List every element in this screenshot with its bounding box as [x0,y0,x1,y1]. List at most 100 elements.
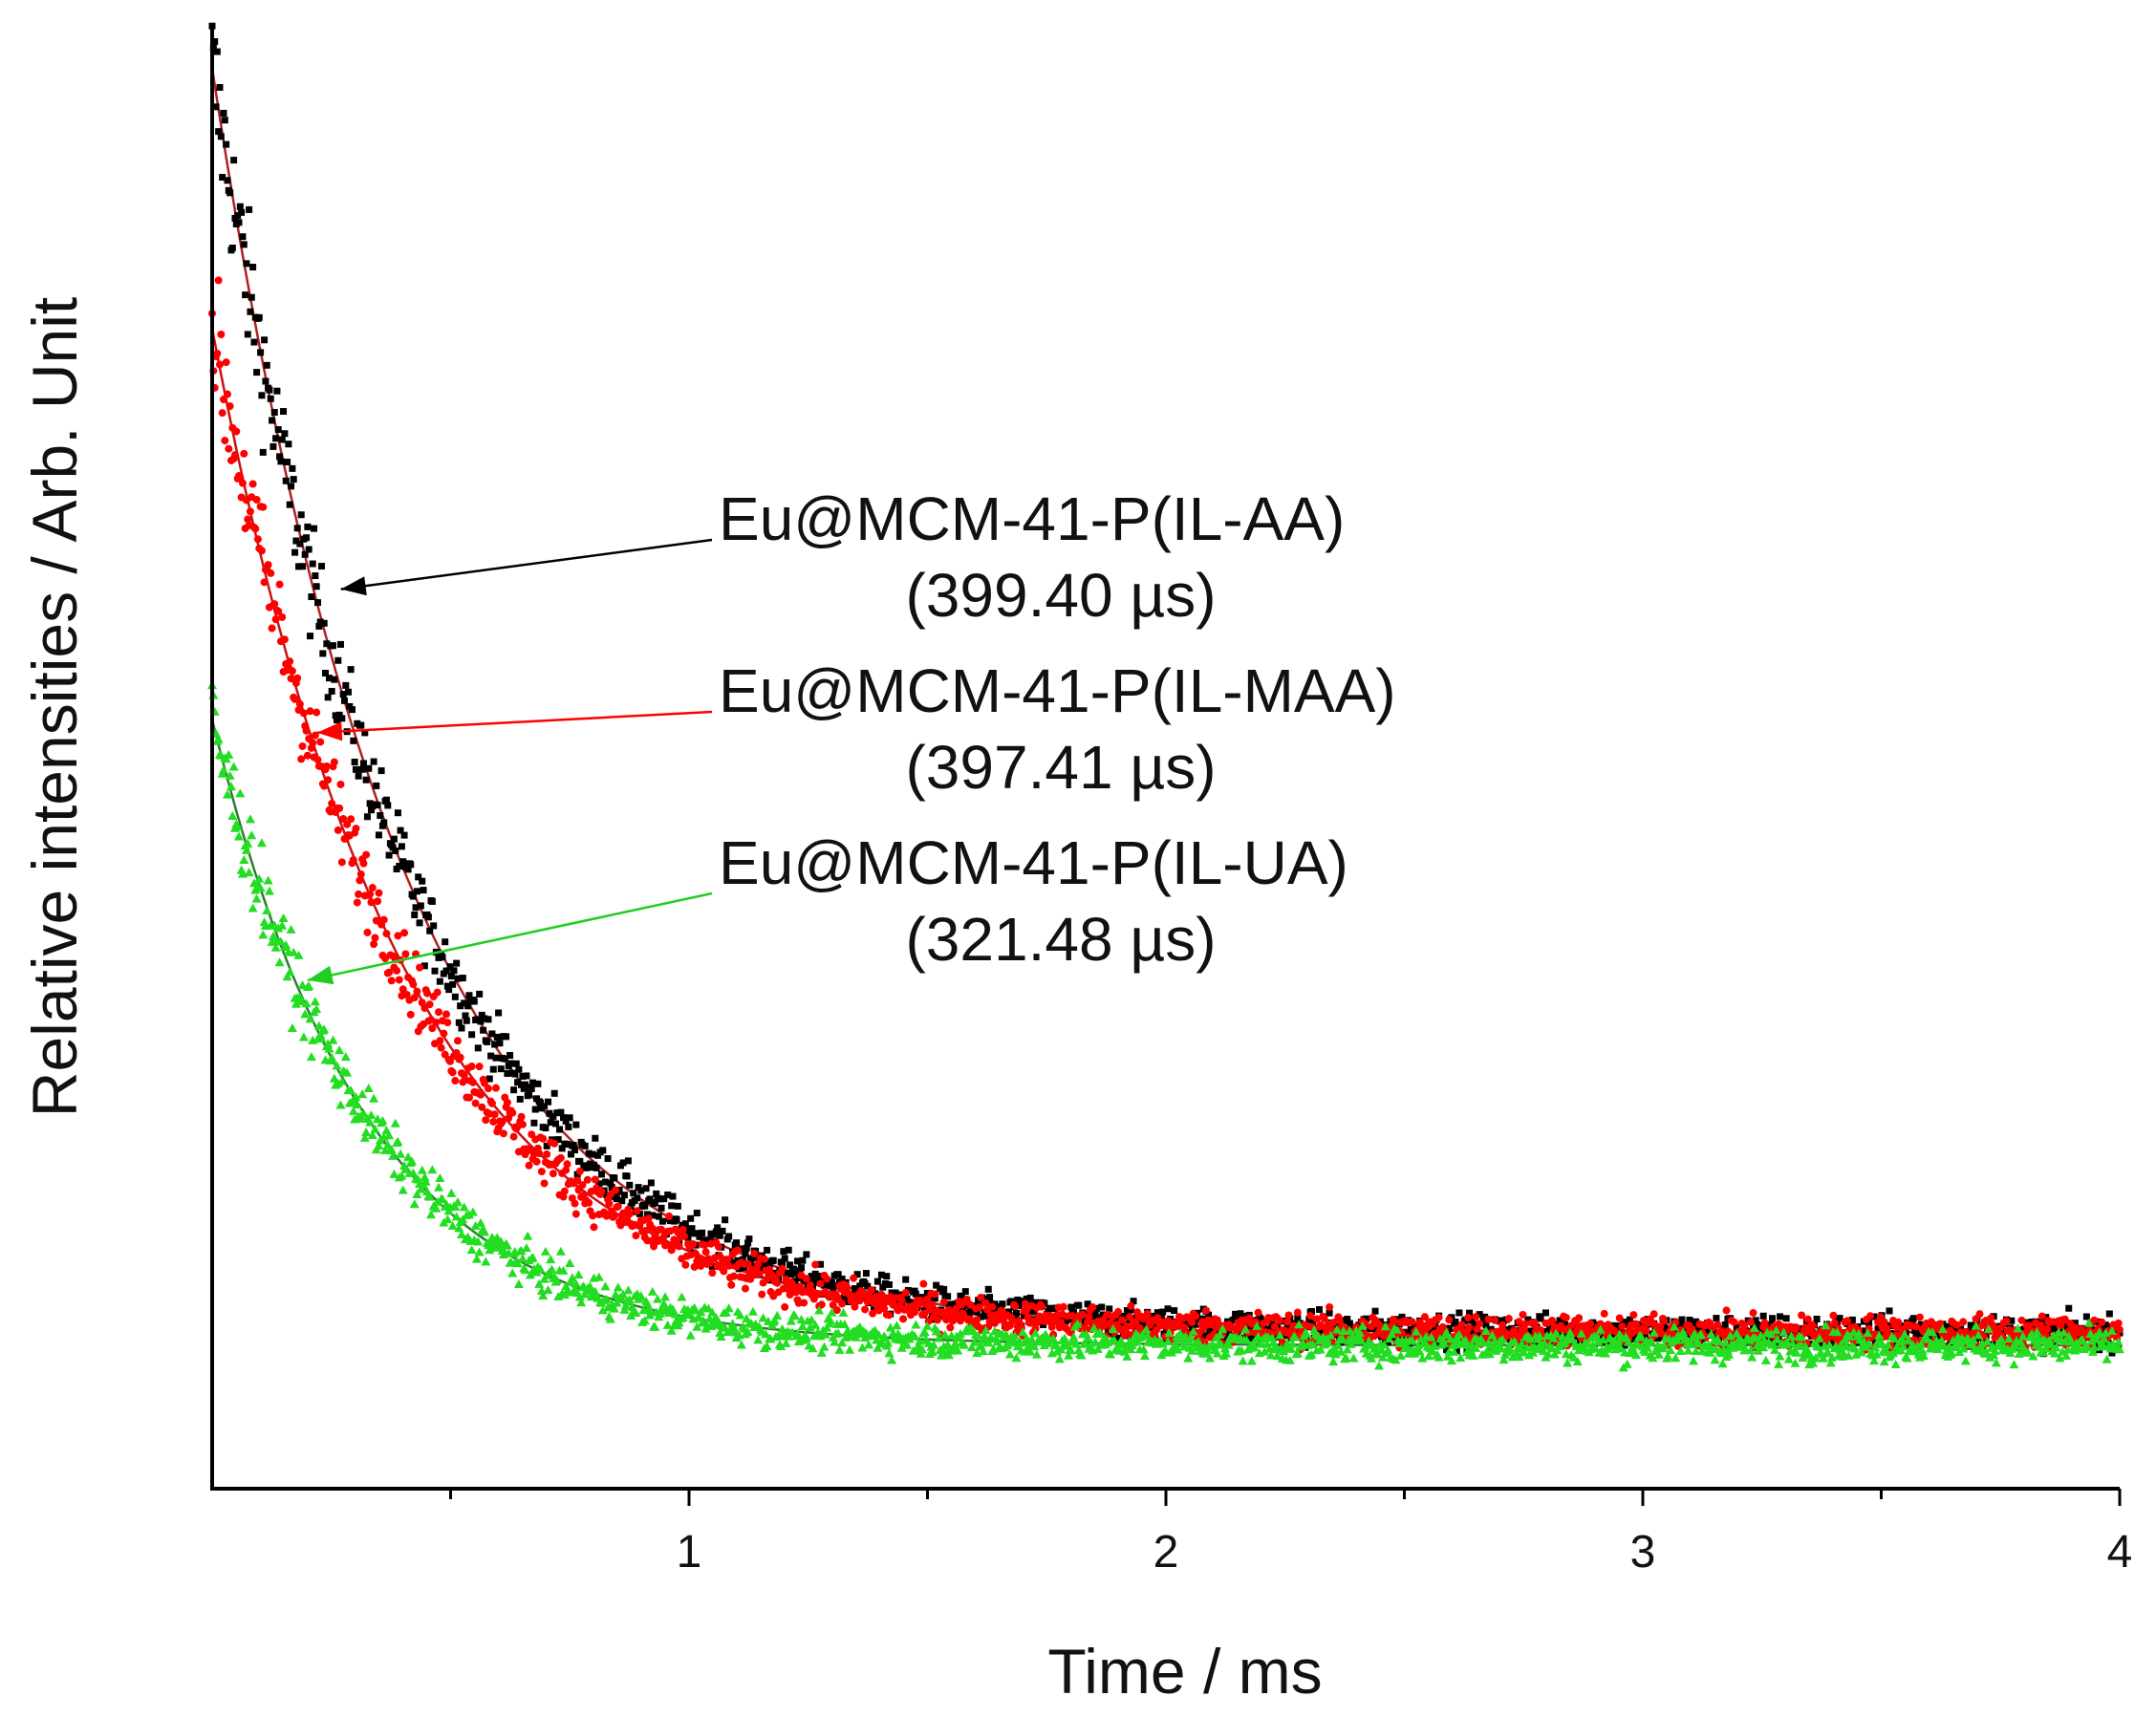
data-point [1091,1310,1099,1318]
data-point [446,1188,457,1197]
data-point [1290,1332,1301,1342]
data-point [1960,1356,1971,1365]
data-point [1497,1318,1504,1325]
data-point [1336,1346,1347,1356]
data-point [892,1289,899,1297]
data-point [313,583,320,591]
data-point [326,675,334,682]
data-point [1391,1317,1399,1325]
data-point [1420,1313,1429,1321]
data-point [923,1289,931,1297]
data-point [217,330,226,338]
data-point [767,1277,775,1284]
data-point [1201,1306,1210,1315]
data-point [1642,1342,1652,1352]
data-point [567,1150,574,1158]
data-point [252,496,261,505]
data-point [1333,1341,1344,1350]
data-point [370,940,378,949]
data-point [223,140,230,148]
data-point [1122,1351,1132,1361]
data-point [357,721,365,729]
data-point [653,1190,660,1197]
data-point [1568,1352,1579,1362]
data-point [1823,1348,1834,1358]
data-point [797,1321,808,1330]
y-axis-title: Relative intensities / Arb. Unit [19,297,90,1117]
data-point [879,1283,887,1291]
data-point [1525,1334,1536,1343]
data-point [2114,1319,2123,1327]
data-point [1445,1316,1454,1324]
data-point [359,1132,370,1142]
data-point [1008,1317,1017,1325]
data-point [1714,1337,1724,1346]
data-point [1624,1337,1634,1346]
data-point [291,548,299,556]
data-point [1187,1345,1197,1355]
data-point [742,1250,749,1257]
data-point [1952,1321,1961,1329]
data-point [487,1052,495,1060]
data-point [393,966,401,975]
data-point [625,1210,634,1218]
data-point [1917,1345,1928,1355]
data-point [382,930,391,938]
data-point [733,1239,741,1247]
data-point [1749,1309,1757,1318]
data-point [488,1030,496,1038]
data-point [1054,1354,1065,1364]
data-point [451,1212,462,1221]
data-point [1897,1334,1908,1343]
data-point [791,1278,799,1285]
data-point [1441,1327,1452,1337]
data-point [448,1068,457,1077]
data-point [246,507,254,516]
data-point [1928,1327,1938,1337]
data-point [1576,1328,1586,1338]
data-point [286,924,296,934]
data-point [328,687,335,695]
data-point [346,1085,356,1095]
data-point [1898,1342,1908,1351]
data-point [355,772,362,780]
data-point [1825,1358,1836,1367]
data-point [478,1103,486,1111]
data-point [377,811,384,819]
data-point [2108,1349,2116,1357]
data-point [619,1159,627,1167]
data-point [597,1188,606,1196]
data-point [624,1157,632,1165]
annotation-lifetime: (397.41 µs) [905,733,1216,802]
data-point [660,1195,668,1203]
data-point [727,1280,736,1289]
data-point [2065,1304,2073,1312]
data-point [288,667,296,676]
data-point [478,1011,485,1019]
data-point [769,1256,777,1264]
data-point [385,851,393,859]
data-point [1007,1298,1015,1305]
data-point [861,1305,870,1314]
data-point [1114,1334,1122,1342]
data-point [447,1220,458,1230]
data-point [1600,1309,1608,1318]
data-point [1530,1319,1539,1327]
data-point [966,1342,977,1352]
data-point [571,1210,580,1218]
data-point [807,1278,814,1285]
data-point [633,1207,641,1215]
data-point [1515,1318,1523,1326]
data-point [416,1184,426,1193]
data-point [643,1211,651,1218]
data-point [377,1116,388,1126]
data-point [432,1019,441,1027]
data-point [1175,1328,1186,1338]
data-point [547,1119,554,1127]
data-point [692,1321,702,1331]
data-point [620,1192,628,1199]
data-point [1342,1344,1352,1354]
data-point [613,1282,623,1292]
data-point [289,947,299,956]
data-point [745,1235,753,1243]
